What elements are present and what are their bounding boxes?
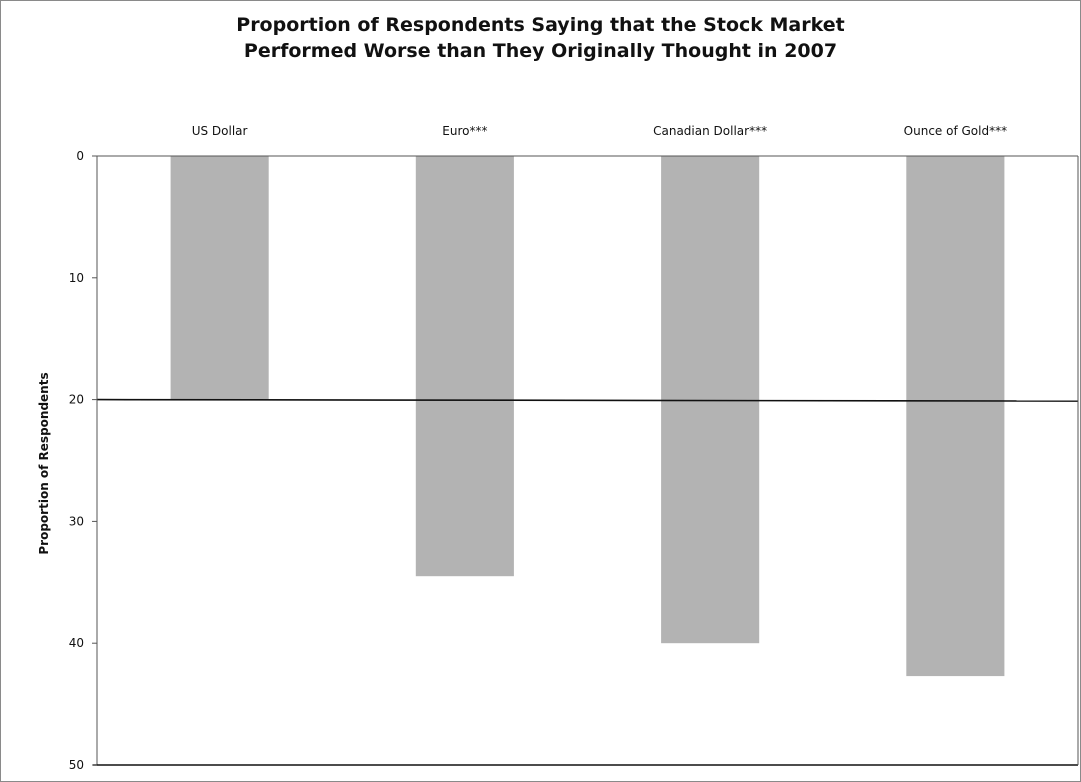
labels-layer: US Dollar Euro*** Canadian Dollar*** Ounce … <box>69 124 1007 772</box>
reference-line <box>96 398 1079 402</box>
bars-layer <box>170 156 1005 677</box>
chart-title-line-2: Performed Worse than They Originally Tho… <box>243 40 838 62</box>
bar-3 <box>906 156 1005 677</box>
y-tick-label-0: 0 <box>76 149 84 163</box>
chart-title: Proportion of Respondents Saying that th… <box>0 12 1081 64</box>
bar-0 <box>170 156 269 400</box>
y-tick-label-4: 40 <box>69 636 84 650</box>
chart-title-line-1: Proportion of Respondents Saying that th… <box>236 14 845 36</box>
axes-layer <box>92 155 1079 766</box>
category-label-1: Euro*** <box>442 124 487 138</box>
y-tick-label-1: 10 <box>69 271 84 285</box>
y-axis-title: Proportion of Respondents <box>37 372 51 554</box>
category-label-2: Canadian Dollar*** <box>653 124 767 138</box>
y-tick-label-2: 20 <box>69 393 84 407</box>
bar-2 <box>661 156 760 644</box>
category-label-3: Ounce of Gold*** <box>904 124 1007 138</box>
y-tick-label-3: 30 <box>69 514 84 528</box>
y-tick-label-5: 50 <box>69 758 84 772</box>
category-label-0: US Dollar <box>192 124 248 138</box>
bar-1 <box>415 156 514 577</box>
